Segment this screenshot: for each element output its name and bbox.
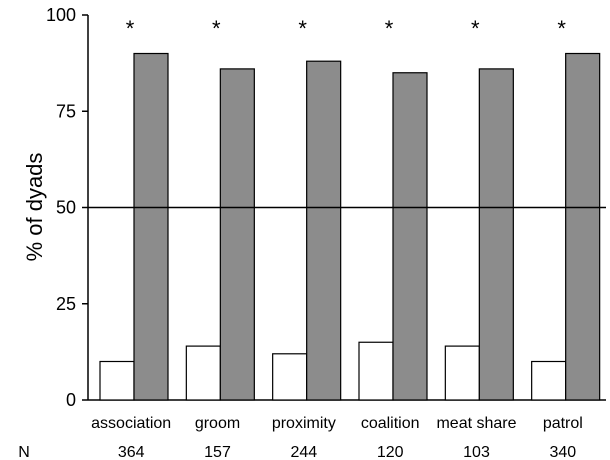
y-tick-label: 100 [46,5,76,25]
category-label: patrol [543,415,583,432]
bar-gray [565,52,601,401]
significance-marker: * [557,16,566,41]
category-label: groom [195,415,240,432]
sample-size-label: 364 [118,444,145,460]
y-tick-label: 0 [66,390,76,410]
sample-size-label: 120 [377,444,404,460]
n-prefix-label: N [18,444,30,460]
bar-white [444,345,480,401]
bar-gray [478,68,514,401]
bar-gray [392,72,428,401]
category-label: proximity [272,415,336,432]
sample-size-label: 157 [204,444,231,460]
sample-size-label: 244 [290,444,317,460]
sample-size-label: 340 [549,444,576,460]
significance-marker: * [212,16,221,41]
bar-gray [133,52,169,401]
labels: * association 364 * groom 157 * proximity 244 * co… [18,16,583,460]
bar-white [531,360,567,401]
significance-marker: * [126,16,135,41]
category-label: coalition [361,415,420,432]
significance-marker: * [385,16,394,41]
category-label: meat share [436,415,516,432]
significance-marker: * [471,16,480,41]
y-tick-label: 75 [56,101,76,121]
sample-size-label: 103 [463,444,490,460]
axes: 0 25 50 75 100 % of dyads [22,5,606,410]
y-tick-label: 25 [56,294,76,314]
bar-gray [306,60,342,401]
category-label: association [91,415,171,432]
y-axis-title: % of dyads [22,153,47,262]
bar-white [358,341,394,401]
bar-white [99,360,135,401]
significance-marker: * [298,16,307,41]
bar-white [185,345,221,401]
bar-white [272,353,308,401]
bar-gray [219,68,255,401]
y-tick-label: 50 [56,198,76,218]
bars [88,52,606,401]
